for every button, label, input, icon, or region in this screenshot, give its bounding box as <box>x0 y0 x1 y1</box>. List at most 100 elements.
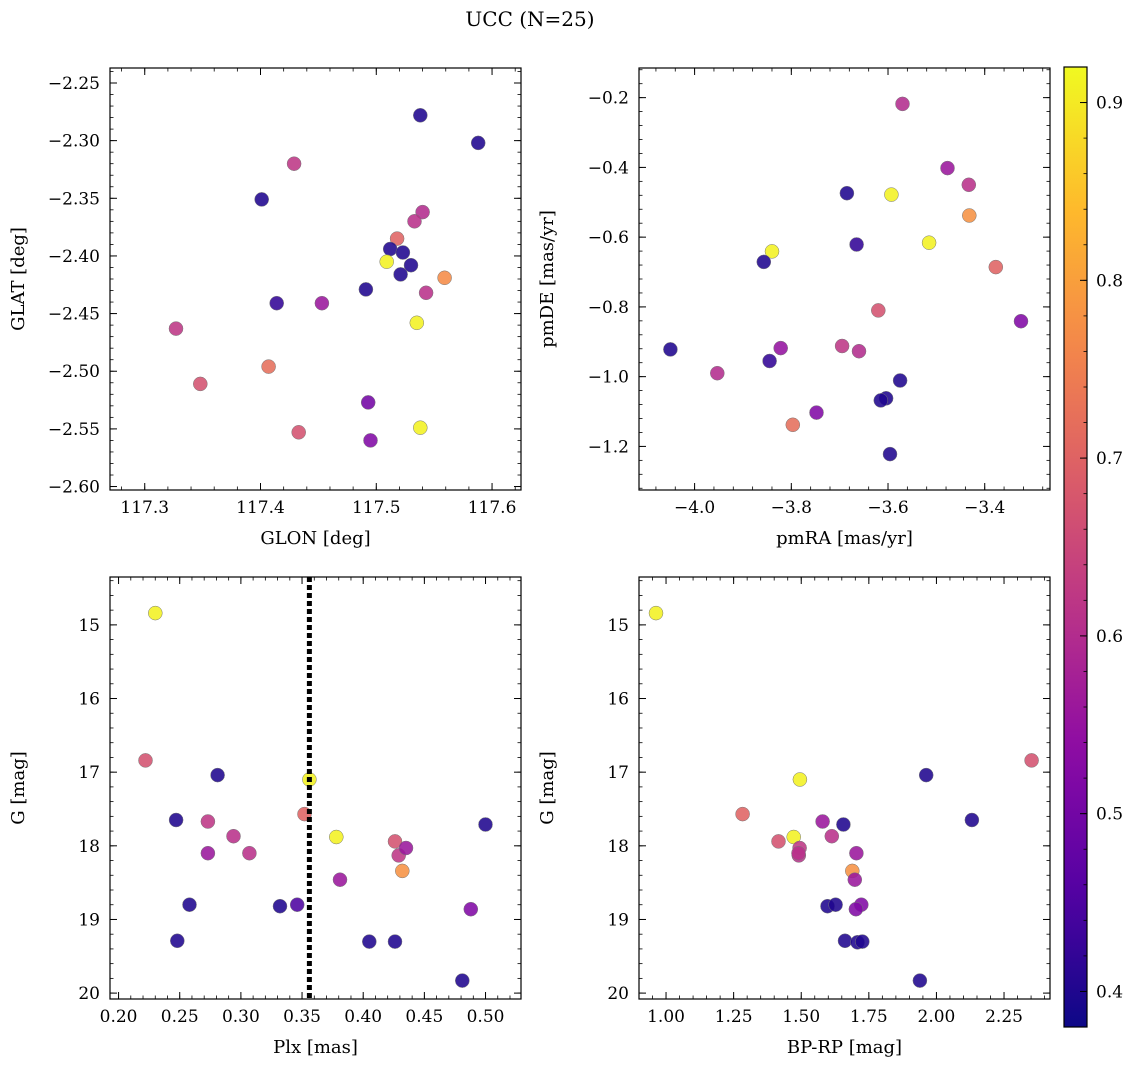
x-tick-label: 0.50 <box>467 1007 505 1027</box>
data-points <box>663 96 1029 462</box>
data-point <box>815 814 830 829</box>
x-tick-label: 0.20 <box>100 1007 138 1027</box>
data-point <box>148 605 163 621</box>
colorbar-frame <box>1063 66 1088 1028</box>
axis-ticks: 0.20 0.25 0.30 0.35 0.40 0.45 0.50 15 16 17 18 19 20 <box>78 577 521 1027</box>
axes-frame <box>109 67 522 491</box>
y-tick-label: 20 <box>78 984 100 1004</box>
y-tick-label: 15 <box>78 616 100 636</box>
axes-frame <box>638 67 1051 491</box>
y-tick-label: 20 <box>607 984 629 1004</box>
data-point <box>764 244 780 259</box>
data-point <box>940 160 955 176</box>
data-point <box>648 605 664 621</box>
y-tick-label: 18 <box>78 837 100 857</box>
data-point <box>395 863 410 879</box>
data-point <box>242 845 257 861</box>
data-point <box>398 840 414 856</box>
data-point <box>413 420 428 435</box>
data-point <box>193 376 208 392</box>
axis-ticks: 1.00 1.25 1.50 1.75 2.00 2.25 15 16 17 18 19 20 <box>607 577 1050 1027</box>
x-tick-label: 0.35 <box>283 1007 321 1027</box>
data-point <box>168 321 184 336</box>
x-axis-label: BP-RP [mag] <box>787 1037 902 1058</box>
x-axis-label: GLON [deg] <box>260 528 370 549</box>
axes-frame <box>638 576 1051 1000</box>
x-tick-label: −3.4 <box>964 498 1005 518</box>
data-point <box>332 872 348 887</box>
data-point <box>710 365 725 381</box>
y-axis-label: G [mag] <box>537 751 558 824</box>
y-tick-label: −2.55 <box>48 420 100 440</box>
x-tick-label: 1.75 <box>850 1007 888 1027</box>
y-axis-label: G [mag] <box>8 751 29 824</box>
data-point <box>851 343 867 359</box>
data-point <box>912 973 928 988</box>
data-point <box>848 901 864 917</box>
x-axis-label: pmRA [mas/yr] <box>776 528 913 549</box>
y-tick-label: 16 <box>78 690 100 710</box>
data-points <box>168 108 486 448</box>
y-tick-label: −1.0 <box>588 368 629 388</box>
colorbar-tick-label: 0.7 <box>1096 449 1123 469</box>
data-point <box>289 897 305 912</box>
scatter-panel-1: 117.3 117.4 117.5 117.6 −2.25 −2.30 −2.35 −2.40… <box>8 67 522 549</box>
data-point <box>286 156 302 171</box>
data-point <box>836 817 851 832</box>
data-point <box>735 806 750 822</box>
data-point <box>921 235 937 250</box>
data-point <box>455 973 470 988</box>
y-tick-label: 17 <box>607 763 629 783</box>
x-tick-label: 1.50 <box>782 1007 820 1027</box>
x-tick-label: 1.00 <box>647 1007 685 1027</box>
data-point <box>168 812 184 828</box>
y-tick-label: −2.40 <box>48 247 100 267</box>
y-tick-label: −0.8 <box>588 298 629 318</box>
y-tick-label: 19 <box>607 910 629 930</box>
y-tick-label: −0.4 <box>588 158 629 178</box>
colorbar-gradient <box>1064 67 1087 1027</box>
data-point <box>415 204 430 220</box>
scatter-panel-2: −4.0 −3.8 −3.6 −3.4 −0.2 −0.4 −0.6 −0.8 −1.0 −1.2… <box>537 67 1051 549</box>
data-point <box>463 901 479 917</box>
data-point <box>138 753 153 768</box>
panels: 117.3 117.4 117.5 117.6 −2.25 −2.30 −2.35 −2.40… <box>8 67 1051 1058</box>
y-axis-label: GLAT [deg] <box>8 227 29 331</box>
data-point <box>389 231 405 246</box>
data-point <box>792 772 808 787</box>
data-point <box>393 267 408 282</box>
x-tick-label: −3.6 <box>867 498 908 518</box>
data-point <box>478 817 493 832</box>
y-tick-label: 15 <box>607 616 629 636</box>
colorbar-tick-label: 0.5 <box>1096 805 1123 825</box>
data-point <box>871 303 886 318</box>
x-tick-label: 0.25 <box>161 1007 199 1027</box>
x-tick-label: 117.3 <box>120 498 169 518</box>
data-point <box>873 393 889 408</box>
data-point <box>470 135 486 151</box>
data-point <box>895 96 910 112</box>
data-points <box>648 605 1039 988</box>
data-point <box>988 259 1004 275</box>
y-tick-label: −2.25 <box>48 74 100 94</box>
y-tick-label: 17 <box>78 763 100 783</box>
data-point <box>272 898 288 914</box>
figure-title: UCC (N=25) <box>465 7 594 31</box>
data-point <box>437 270 452 286</box>
data-point <box>824 828 840 844</box>
data-point <box>387 834 403 849</box>
y-tick-label: 19 <box>78 910 100 930</box>
data-point <box>403 257 419 273</box>
data-point <box>269 295 284 311</box>
x-tick-label: 117.6 <box>468 498 517 518</box>
data-point <box>261 359 276 374</box>
data-point <box>363 433 378 448</box>
data-point <box>791 845 806 861</box>
y-tick-label: −2.60 <box>48 478 100 498</box>
y-tick-label: −2.35 <box>48 189 100 209</box>
y-tick-label: −0.2 <box>588 89 629 109</box>
x-tick-label: 2.25 <box>985 1007 1023 1027</box>
data-point <box>182 897 197 912</box>
x-tick-label: 1.25 <box>715 1007 753 1027</box>
